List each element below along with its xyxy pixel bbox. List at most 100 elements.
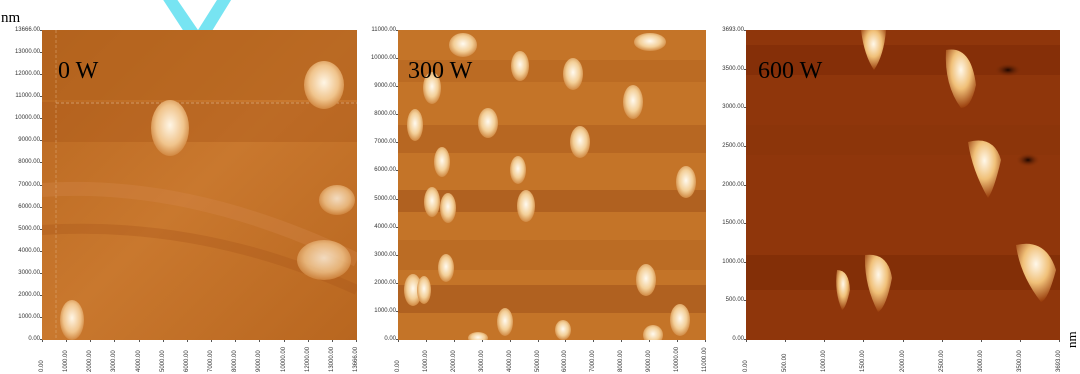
y-tick-label-600w: 3500.00 [722,65,744,72]
y-tick-label-600w: 3693.00 [722,27,744,33]
x-tick-mark-0w [42,340,43,342]
x-tick-mark-600w [980,340,982,342]
x-tick-label-600w: 2500.00 [938,350,945,372]
x-tick-label-0w: 5000.00 [159,350,166,372]
y-tick-label-0w: 10000.00 [14,115,40,122]
x-tick-label-0w: 6000.00 [183,350,190,372]
x-tick-mark-300w [398,340,399,342]
x-tick-mark-0w [138,340,140,342]
y-tick-mark-0w [40,206,42,208]
y-tick-mark-600w [744,68,746,70]
y-tick-label-600w: 500.00 [725,297,744,304]
x-tick-mark-0w [235,340,237,342]
y-tick-mark-0w [40,228,42,230]
x-tick-mark-300w [677,340,679,342]
y-tick-mark-0w [40,74,42,76]
x-tick-mark-0w [90,340,92,342]
y-tick-mark-0w [40,30,42,31]
x-tick-label-0w: 9000.00 [256,350,263,372]
y-tick-mark-0w [40,96,42,98]
x-tick-mark-600w [746,340,747,342]
x-tick-mark-600w [824,340,826,342]
y-tick-mark-0w [40,316,42,318]
y-tick-mark-0w [40,339,42,340]
y-tick-label-300w: 5000.00 [374,195,396,202]
y-tick-mark-300w [396,226,398,228]
y-tick-label-0w: 12000.00 [14,71,40,78]
y-tick-label-0w: 13000.00 [14,49,40,56]
x-tick-mark-0w [211,340,213,342]
y-tick-label-600w: 1500.00 [722,220,744,227]
x-tick-label-300w: 2000.00 [450,350,457,372]
x-tick-label-600w: 500.00 [782,353,789,372]
y-tick-label-600w: 2000.00 [722,181,744,188]
x-tick-label-600w: 3500.00 [1016,350,1023,372]
y-tick-mark-600w [744,261,746,263]
x-tick-label-0w: 1000.00 [63,350,70,372]
y-tick-mark-300w [396,282,398,284]
x-tick-label-600w: 2000.00 [899,350,906,372]
y-tick-label-300w: 4000.00 [374,223,396,230]
y-tick-label-300w: 1000.00 [374,307,396,314]
x-tick-label-0w: 10000.00 [280,346,287,372]
x-tick-mark-600w [1019,340,1021,342]
y-tick-mark-600w [744,30,746,31]
x-tick-label-300w: 4000.00 [506,350,513,372]
x-tick-mark-0w [186,340,188,342]
x-tick-label-0w: 12000.00 [304,346,311,372]
y-tick-label-600w: 2500.00 [722,142,744,149]
x-tick-label-300w: 9000.00 [646,350,653,372]
x-tick-label-300w: 7000.00 [590,350,597,372]
x-tick-mark-300w [621,340,623,342]
y-tick-label-300w: 10000.00 [370,55,396,62]
x-tick-label-300w: 1000.00 [422,350,429,372]
x-tick-label-600w: 1500.00 [860,350,867,372]
x-tick-mark-300w [565,340,567,342]
x-tick-label-600w: 3693.00 [1056,350,1062,372]
y-tick-label-0w: 3000.00 [18,269,40,276]
y-tick-mark-300w [396,170,398,172]
x-tick-mark-300w [537,340,539,342]
y-tick-mark-0w [40,184,42,186]
x-tick-mark-0w [114,340,116,342]
x-tick-label-300w: 8000.00 [618,350,625,372]
y-tick-label-600w: 3000.00 [722,104,744,111]
x-tick-mark-300w [453,340,455,342]
y-tick-mark-0w [40,272,42,274]
y-tick-label-0w: 0.00 [28,336,40,342]
y-tick-mark-0w [40,118,42,120]
x-tick-label-600w: 1000.00 [821,350,828,372]
x-tick-mark-0w [162,340,164,342]
y-tick-label-0w: 4000.00 [18,247,40,254]
y-tick-mark-300w [396,114,398,116]
x-tick-mark-600w [902,340,904,342]
x-tick-mark-0w [307,340,309,342]
x-tick-mark-600w [785,340,787,342]
watermark-mark [163,0,232,44]
y-tick-label-0w: 13666.00 [14,27,40,33]
x-tick-mark-300w [481,340,483,342]
y-tick-label-300w: 8000.00 [374,111,396,118]
y-tick-mark-300w [396,254,398,256]
panel-label-300w: 300 W [408,58,473,84]
y-tick-label-0w: 5000.00 [18,225,40,232]
y-unit-label: nm [1,10,21,26]
y-tick-mark-300w [396,310,398,312]
x-tick-mark-0w [356,340,357,342]
afm-image-0w [42,30,357,340]
y-tick-label-300w: 2000.00 [374,279,396,286]
x-tick-label-0w: 0.00 [39,360,45,372]
x-tick-label-300w: 10000.00 [674,346,681,372]
y-tick-mark-0w [40,162,42,164]
y-tick-label-0w: 7000.00 [18,181,40,188]
x-tick-mark-300w [593,340,595,342]
x-tick-mark-0w [331,340,333,342]
y-tick-mark-300w [396,339,398,340]
x-tick-mark-300w [705,340,706,342]
y-tick-mark-300w [396,198,398,200]
y-tick-label-600w: 0.00 [732,336,744,342]
y-tick-label-0w: 8000.00 [18,159,40,166]
y-tick-mark-0w [40,52,42,54]
x-tick-mark-300w [425,340,427,342]
x-tick-label-0w: 2000.00 [87,350,94,372]
